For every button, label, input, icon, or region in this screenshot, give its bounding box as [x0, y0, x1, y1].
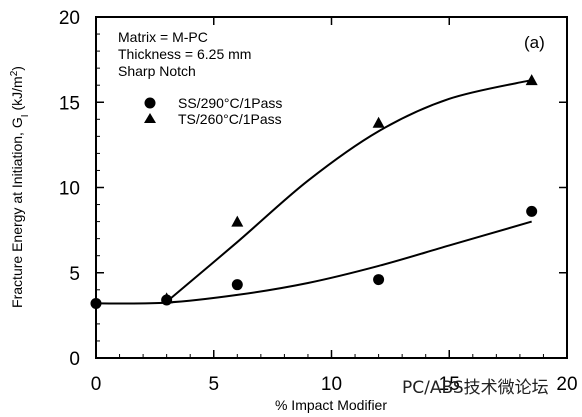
x-tick-label: 0 [91, 374, 102, 395]
x-tick-label: 10 [321, 374, 342, 395]
data-point-ss [526, 205, 538, 217]
y-axis-label-unit: (kJ/m [9, 76, 25, 110]
fit-curve-ss [95, 220, 532, 305]
data-points [90, 74, 538, 309]
fit-curves [95, 79, 532, 305]
legend-marker-ss [144, 97, 156, 109]
legend-label-ss: SS/290°C/1Pass [178, 95, 282, 111]
data-point-ts [525, 74, 538, 86]
x-axis-label: % Impact Modifier [275, 397, 387, 413]
data-point-ts [160, 292, 173, 304]
y-tick-label: 20 [59, 8, 80, 29]
annotation-notch: Sharp Notch [118, 63, 196, 79]
x-tick-label: 15 [439, 374, 460, 395]
y-axis-label-subscript: I [20, 115, 31, 118]
tick-labels: 0 5 10 15 20 0 5 10 15 20 [59, 8, 578, 395]
fit-curve-ts [166, 79, 532, 303]
y-tick-label: 5 [69, 264, 80, 285]
y-axis-label: Fracture Energy at Initiation, GI (kJ/m2) [9, 66, 31, 308]
legend-label-ts: TS/260°C/1Pass [178, 111, 282, 127]
annotation-thickness: Thickness = 6.25 mm [118, 46, 251, 62]
panel-label: (a) [524, 33, 545, 52]
x-tick-label: 20 [556, 374, 577, 395]
x-tick-label: 5 [208, 374, 219, 395]
y-axis-label-unit-sup: 2 [9, 70, 20, 76]
data-point-ss [90, 297, 102, 309]
y-axis-label-unit-close: ) [9, 66, 25, 71]
data-point-ss [373, 274, 385, 286]
axis-ticks [95, 16, 568, 359]
data-point-ts [372, 116, 385, 128]
watermark-text: PC/ABS技术微论坛 [402, 378, 549, 398]
y-tick-label: 15 [59, 93, 80, 114]
annotation-matrix: Matrix = M-PC [118, 29, 208, 45]
y-tick-label: 10 [59, 179, 80, 200]
y-axis-label-main: Fracture Energy at Initiation, G [9, 117, 25, 308]
data-point-ss [231, 279, 243, 291]
data-point-ts [231, 215, 244, 227]
legend-marker-ts [144, 113, 156, 123]
y-tick-label: 0 [69, 349, 80, 370]
